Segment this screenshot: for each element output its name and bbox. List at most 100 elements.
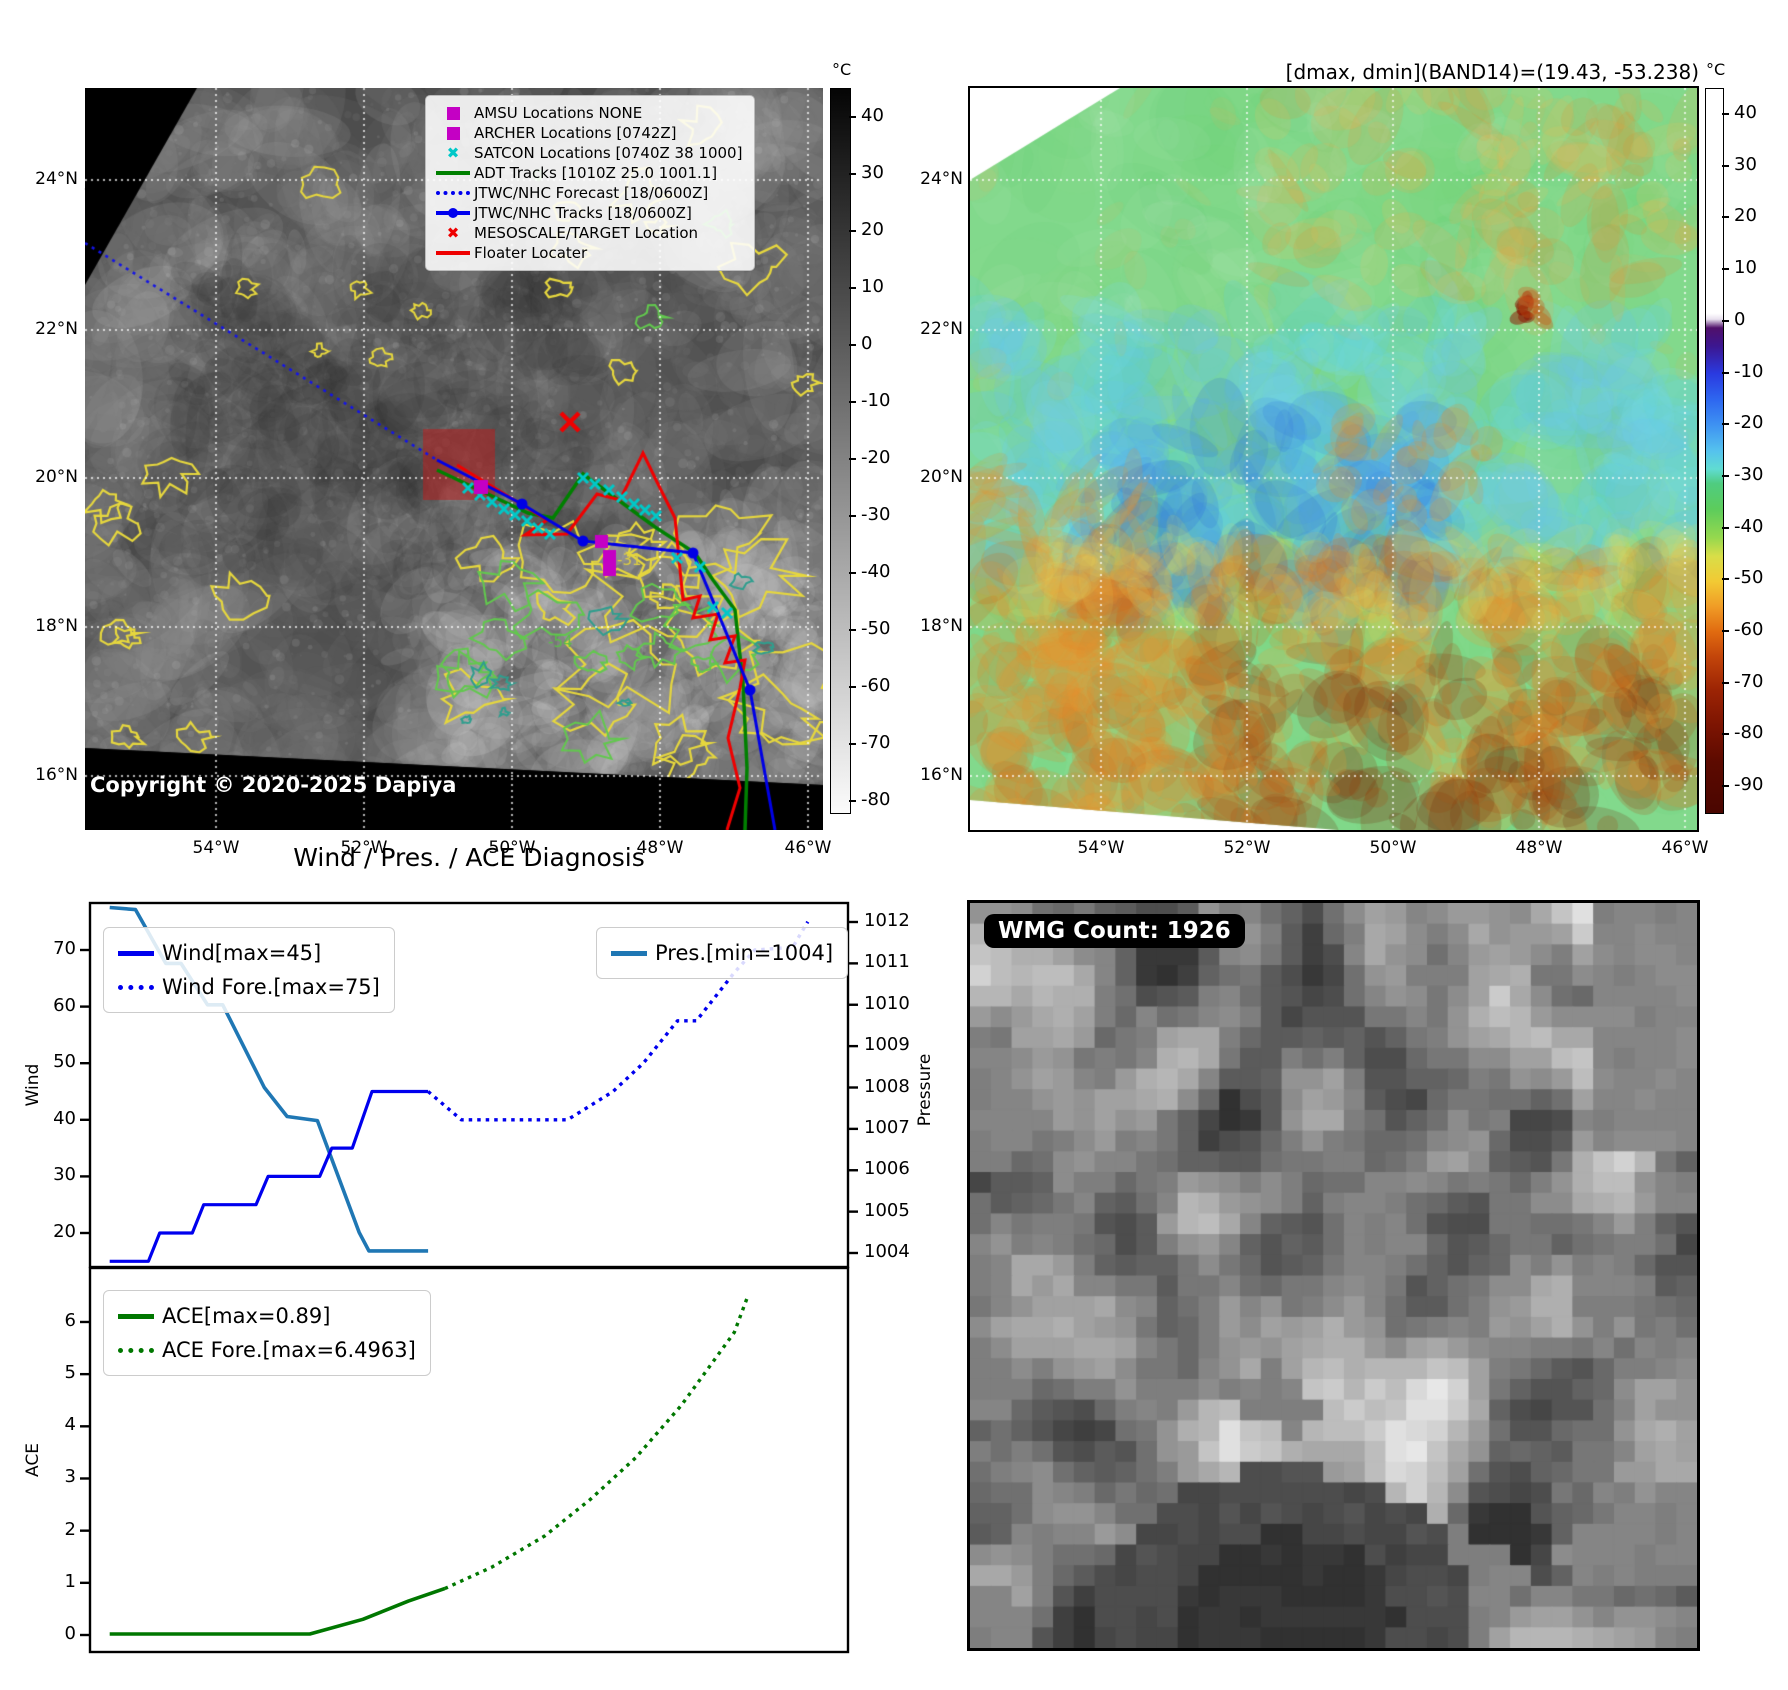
band14-lat-label: 24°N	[35, 169, 78, 189]
band14-colorbar-unit: °C	[832, 60, 852, 79]
band14-lon-label: 46°W	[784, 838, 832, 858]
dmax-dmin-band14: [dmax, dmin](BAND14)=(19.43, -53.238)	[1285, 60, 1699, 84]
band14-colorbar-tick	[849, 800, 856, 802]
band14-colorbar-tick-label: -70	[861, 732, 891, 753]
awv-colorbar-tick-label: 20	[1734, 205, 1757, 227]
ace-forecast-line	[443, 1295, 750, 1591]
chart-legend-item: Wind Fore.[max=75]	[118, 970, 380, 1004]
awv-colorbar-tick-label: -80	[1734, 722, 1764, 744]
ace-tick-label: 3	[64, 1466, 76, 1488]
wind-tick-label: 70	[53, 938, 76, 959]
awv-lon-label: 54°W	[1077, 838, 1125, 858]
wind-tick-label: 40	[53, 1107, 76, 1129]
diagnosis-chart-title: Wind / Pres. / ACE Diagnosis	[293, 843, 645, 872]
band14-lat-label: 22°N	[35, 319, 78, 339]
square-marker-icon	[432, 126, 474, 140]
band14-colorbar-tick	[849, 116, 856, 118]
wind-tick-label: 30	[53, 1164, 76, 1186]
awv-colorbar-tick	[1722, 268, 1729, 271]
legend-item: ADT Tracks [1010Z 25.0 1001.1]	[432, 163, 742, 183]
awv-colorbar-tick	[1722, 474, 1729, 477]
awv-colorbar-tick-label: -30	[1734, 463, 1764, 485]
wmg-count-badge: WMG Count: 1926	[984, 914, 1245, 948]
pressure-tick-label: 1012	[864, 910, 910, 931]
band14-colorbar-tick	[849, 686, 856, 688]
band14-colorbar-tick-label: 0	[861, 333, 873, 354]
line-marker-icon	[432, 251, 474, 255]
dotted-line-sample-icon	[118, 984, 162, 990]
awv-colorbar-tick	[1722, 681, 1729, 684]
legend-item: ✖ MESOSCALE/TARGET Location	[432, 223, 742, 243]
awv-colorbar-tick-label: -40	[1734, 515, 1764, 537]
chart-legend-label: Pres.[min=1004]	[655, 941, 834, 965]
line-marker-icon	[432, 171, 474, 175]
band14-lon-label: 50°W	[488, 838, 536, 858]
awv-colorbar-tick	[1722, 319, 1729, 322]
legend-item: ARCHER Locations [0742Z]	[432, 123, 742, 143]
chart-legend-item: ACE[max=0.89]	[118, 1299, 416, 1333]
band14-colorbar-tick-label: -30	[861, 504, 891, 525]
awv-colorbar-tick-label: -70	[1734, 670, 1764, 692]
chart-legend-label: Wind[max=45]	[162, 941, 322, 965]
legend-item: AMSU Locations NONE	[432, 103, 742, 123]
pressure-tick-label: 1009	[864, 1034, 910, 1056]
band14-colorbar-tick-label: -10	[861, 390, 891, 411]
awv-colorbar-tick-label: 10	[1734, 257, 1757, 279]
wmg-pixel-count-map	[967, 900, 1700, 1651]
band14-colorbar-tick-label: 30	[861, 162, 884, 183]
pressure-axis-label: Pressure	[915, 1053, 935, 1127]
wind-axis-label: Wind	[23, 1063, 43, 1107]
band14-colorbar-tick-label: 40	[861, 105, 884, 126]
chart-legend-label: Wind Fore.[max=75]	[162, 975, 380, 999]
band14-colorbar-tick	[849, 401, 856, 403]
solid-line-sample-icon	[611, 950, 655, 956]
awv-colorbar-tick	[1722, 371, 1729, 374]
awv-colorbar-tick-label: 40	[1734, 102, 1757, 123]
awv-colorbar-tick	[1722, 113, 1729, 115]
ace-tick-label: 2	[64, 1518, 76, 1540]
awv-lat-label: 18°N	[920, 616, 963, 636]
band14-lon-label: 48°W	[636, 838, 684, 858]
band14-lat-label: 20°N	[35, 467, 78, 487]
legend-item-label: Floater Locater	[474, 244, 588, 262]
band14-colorbar-tick	[849, 173, 856, 175]
copyright-watermark: Copyright © 2020-2025 Dapiya	[90, 773, 457, 797]
band14-colorbar-tick	[849, 515, 856, 517]
legend-item: JTWC/NHC Tracks [18/0600Z]	[432, 203, 742, 223]
wind-tick-label: 60	[53, 994, 76, 1016]
awv-colorbar	[1705, 88, 1724, 814]
wind-tick-label: 50	[53, 1051, 76, 1073]
legend-item-label: SATCON Locations [0740Z 38 1000]	[474, 144, 743, 162]
x-marker-icon: ✖	[446, 224, 460, 242]
band14-colorbar-tick-label: -50	[861, 618, 891, 639]
band14-lat-label: 16°N	[35, 765, 78, 785]
band14-colorbar-tick	[849, 230, 856, 232]
pressure-tick-label: 1007	[864, 1116, 910, 1138]
legend-item-label: AMSU Locations NONE	[474, 104, 643, 122]
awv-lon-label: 50°W	[1369, 838, 1417, 858]
awv-colorbar-tick	[1722, 216, 1729, 219]
awv-colorbar-tick-label: -50	[1734, 567, 1764, 589]
band14-colorbar-tick-label: -40	[861, 561, 891, 582]
awv-colorbar-tick	[1722, 630, 1729, 632]
line-marker-icon	[432, 208, 474, 218]
awv-colorbar-tick-label: -60	[1734, 619, 1764, 640]
awv-lat-label: 16°N	[920, 765, 963, 785]
band14-colorbar-tick	[849, 743, 856, 745]
awv-colorbar-tick-label: -90	[1734, 774, 1764, 796]
legend-item: ✖ SATCON Locations [0740Z 38 1000]	[432, 143, 743, 163]
legend-item: Floater Locater	[432, 243, 742, 263]
awv-lat-label: 20°N	[920, 467, 963, 487]
chart-legend-label: ACE[max=0.89]	[162, 1304, 331, 1328]
awv-colorbar-tick-label: -10	[1734, 360, 1764, 382]
legend-item-label: JTWC/NHC Tracks [18/0600Z]	[474, 204, 692, 222]
chart-legend-label: ACE Fore.[max=6.4963]	[162, 1338, 416, 1362]
legend-item-label: MESOSCALE/TARGET Location	[474, 224, 699, 242]
band14-colorbar	[830, 88, 851, 814]
band14-colorbar-tick-label: 10	[861, 276, 884, 297]
awv-lon-label: 48°W	[1515, 838, 1563, 858]
band14-colorbar-tick	[849, 629, 856, 631]
ace-tick-label: 4	[64, 1414, 76, 1436]
solid-line-sample-icon	[118, 950, 162, 956]
